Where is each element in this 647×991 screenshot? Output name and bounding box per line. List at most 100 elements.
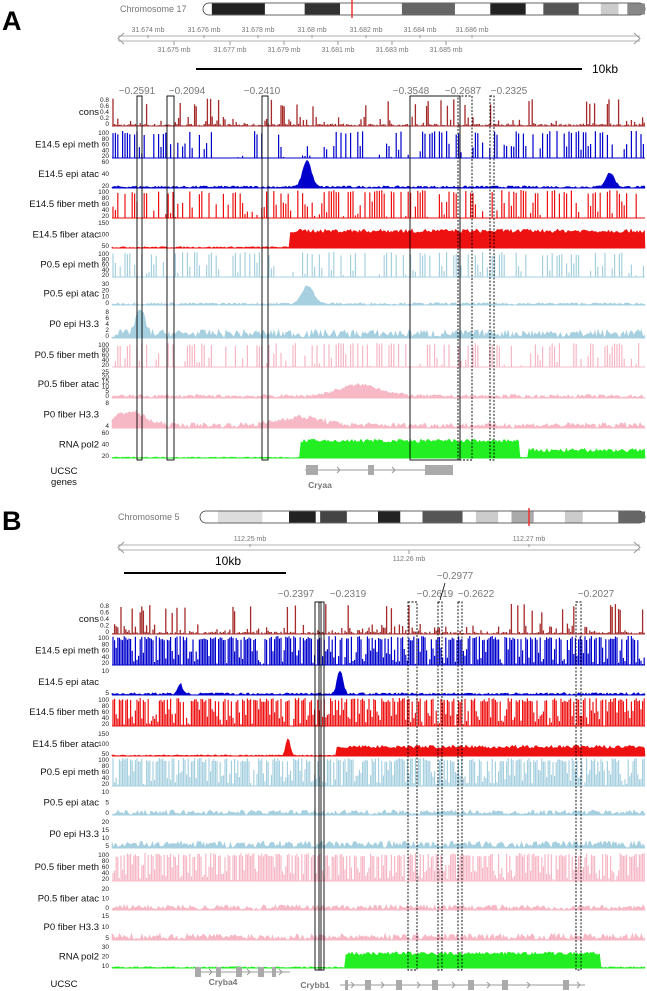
track-label: RNA pol2: [59, 440, 99, 451]
axis-tick-label: 31.684 mb: [403, 27, 436, 34]
axis-tick-label: 80: [102, 256, 110, 263]
axis-tick-label: 50: [102, 751, 110, 758]
chromosome-label: Chromosome 17: [120, 4, 187, 14]
axis-tick-label: 0: [105, 300, 109, 307]
axis-tick-label: 0: [105, 810, 109, 817]
axis-tick-label: 31.682 mb: [349, 27, 382, 34]
region-box: [437, 601, 443, 971]
track-label: P0.5 fiber meth: [35, 350, 99, 361]
axis-tick-label: 10: [102, 924, 110, 931]
track-label: P0 fiber H3.3: [44, 410, 99, 421]
ideogram-band: [289, 511, 316, 523]
axis-tick-label: 60: [102, 142, 110, 149]
axis-tick-label: 20: [102, 453, 110, 460]
gene-exon: [365, 980, 371, 990]
signal-area: [111, 903, 646, 911]
axis-tick-label: 2: [105, 327, 109, 334]
ideogram-band: [304, 3, 341, 15]
axis-tick-label: 20: [102, 287, 110, 294]
region-box: [261, 95, 269, 461]
region-label: −0.2619: [417, 589, 454, 600]
signal-area: [111, 438, 646, 459]
axis-tick-label: 100: [98, 852, 109, 859]
region-label: −0.2687: [445, 86, 482, 97]
axis-tick-label: 0.4: [100, 109, 109, 116]
axis-tick-label: 80: [102, 136, 110, 143]
gene-strand-arrow: [391, 466, 396, 474]
axis-tick-label: 80: [102, 858, 110, 865]
ideogram-band: [543, 3, 579, 15]
axis-tick-label: 100: [98, 697, 109, 704]
gene-exon: [468, 980, 474, 990]
gene-name: Crybb1: [300, 980, 330, 990]
gene-strand-arrow: [380, 981, 385, 989]
gene-strand-arrow: [451, 981, 456, 989]
axis-tick-label: 100: [98, 757, 109, 764]
region-box: [489, 95, 495, 461]
gene-track-label: UCSC: [51, 466, 78, 477]
axis-tick-label: 40: [102, 171, 110, 178]
axis-tick-label: 8: [105, 309, 109, 316]
ideogram-band: [600, 3, 619, 15]
chromosome-label: Chromosome 5: [118, 512, 180, 522]
ideogram-band: [378, 511, 401, 523]
axis-tick-label: 31.686 mb: [455, 27, 488, 34]
region-label: −0.2622: [458, 589, 495, 600]
signal-area: [111, 809, 646, 816]
track-label: P0.5 epi atac: [44, 798, 100, 809]
axis-tick-label: 60: [102, 159, 110, 166]
axis-tick-label: 40: [102, 267, 110, 274]
gene-exon: [425, 465, 453, 475]
axis-tick-label: 10: [102, 668, 110, 675]
axis-arrow: [633, 541, 641, 554]
region-label: −0.2319: [330, 589, 367, 600]
gene-strand-arrow: [278, 968, 283, 976]
region-label: −0.2325: [491, 86, 528, 97]
axis-tick-label: 60: [102, 648, 110, 655]
axis-tick-label: 40: [102, 715, 110, 722]
gene-name: Cryaa: [308, 480, 332, 490]
axis-tick-label: 100: [98, 189, 109, 196]
gene-name: Cryba4: [209, 977, 238, 987]
axis-tick-label: 150: [98, 220, 109, 227]
ideogram-band: [211, 3, 265, 15]
axis-tick-label: 25: [102, 369, 110, 376]
axis-tick-label: 31.68 mb: [297, 27, 326, 34]
axis-arrow: [117, 32, 125, 45]
axis-tick-label: 20: [102, 374, 110, 381]
gene-strand-arrow: [246, 968, 251, 976]
region-box: [457, 95, 473, 461]
region-box: [457, 601, 463, 971]
axis-tick-label: 0: [105, 629, 109, 636]
axis-tick-label: 112.27 mb: [513, 536, 546, 543]
scale-label: 10kb: [592, 62, 618, 76]
signal-area: [111, 409, 646, 429]
axis-arrow: [633, 32, 641, 45]
track-label: E14.5 epi atac: [38, 169, 99, 180]
scale-label: 10kb: [215, 554, 241, 568]
track-label: E14.5 epi atac: [38, 677, 99, 688]
signal-area: [111, 228, 646, 249]
gene-exon: [502, 980, 508, 990]
axis-tick-label: 20: [102, 660, 110, 667]
gene-strand-arrow: [336, 466, 341, 474]
gene-strand-arrow: [350, 981, 355, 989]
axis-tick-label: 0: [105, 333, 109, 340]
gene-strand-arrow: [576, 981, 581, 989]
track-label: P0 epi H3.3: [49, 319, 99, 330]
axis-tick-label: 40: [102, 654, 110, 661]
axis-tick-label: 10: [102, 294, 110, 301]
axis-tick-label: 8: [105, 400, 109, 407]
track-label: P0.5 epi meth: [40, 767, 99, 778]
axis-tick-label: 60: [102, 352, 110, 359]
axis-tick-label: 80: [102, 703, 110, 710]
axis-tick-label: 80: [102, 347, 110, 354]
region-label: −0.2027: [578, 589, 615, 600]
axis-tick-label: 15: [102, 913, 110, 920]
axis-tick-label: 40: [102, 357, 110, 364]
track-label: P0.5 epi meth: [40, 260, 99, 271]
axis-tick-label: 20: [102, 781, 110, 788]
axis-tick-label: 6: [105, 315, 109, 322]
region-box: [318, 601, 325, 971]
track-label: P0 fiber H3.3: [44, 922, 99, 933]
